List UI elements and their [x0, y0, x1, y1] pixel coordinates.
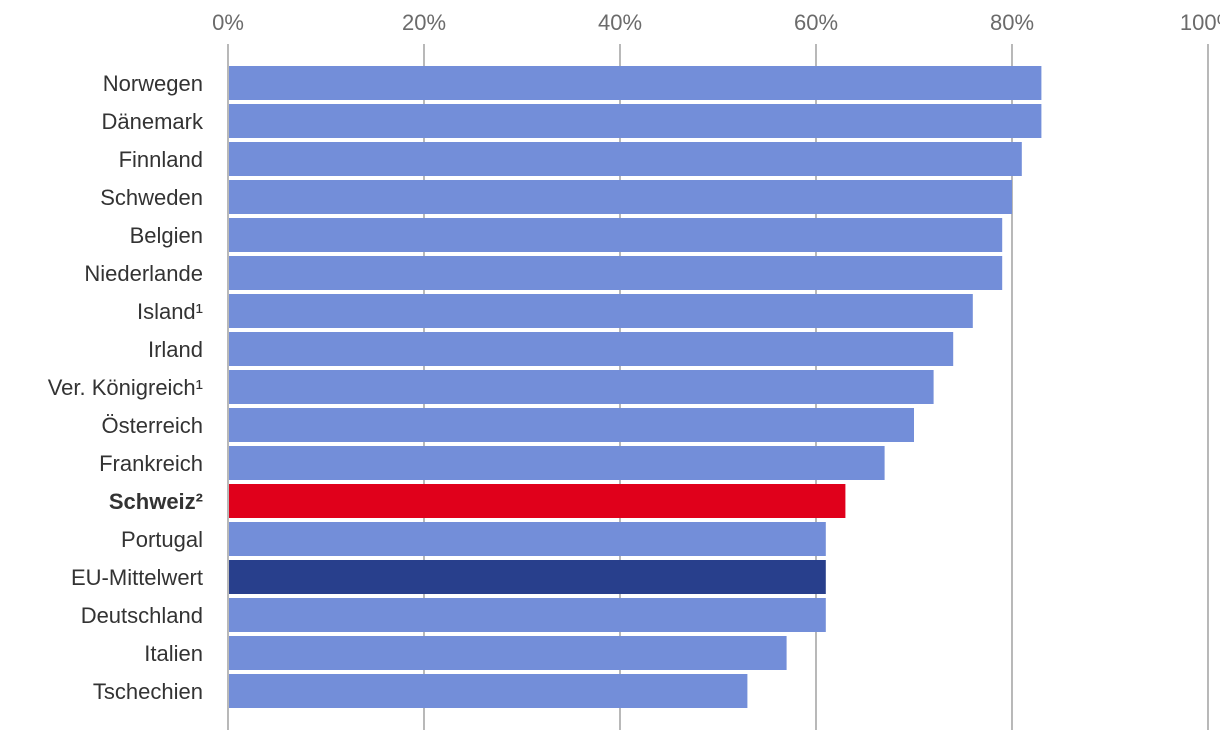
category-label: Finnland	[119, 147, 203, 172]
category-label: Tschechien	[93, 679, 203, 704]
category-label: Schweden	[100, 185, 203, 210]
bar	[229, 636, 787, 670]
bar	[229, 294, 973, 328]
bar	[229, 66, 1042, 100]
bar	[229, 332, 954, 366]
category-label: Portugal	[121, 527, 203, 552]
category-label: Italien	[144, 641, 203, 666]
bar	[229, 598, 826, 632]
bar	[229, 142, 1022, 176]
bar	[229, 484, 846, 518]
bar	[229, 560, 826, 594]
x-tick-label: 60%	[794, 10, 838, 35]
bar	[229, 256, 1003, 290]
category-label: Belgien	[130, 223, 203, 248]
bar	[229, 180, 1012, 214]
x-axis-ticks: 0% 20% 40% 60% 80% 100%	[212, 10, 1220, 35]
x-tick-label: 80%	[990, 10, 1034, 35]
category-label: Frankreich	[99, 451, 203, 476]
category-label: Dänemark	[102, 109, 204, 134]
bar	[229, 408, 914, 442]
bar	[229, 218, 1003, 252]
bar	[229, 104, 1042, 138]
x-tick-label: 40%	[598, 10, 642, 35]
bar	[229, 522, 826, 556]
category-label: EU-Mittelwert	[71, 565, 203, 590]
x-tick-label: 20%	[402, 10, 446, 35]
bar	[229, 674, 748, 708]
bar	[229, 370, 934, 404]
bars	[229, 66, 1042, 708]
bar	[229, 446, 885, 480]
x-tick-label: 0%	[212, 10, 244, 35]
category-label: Österreich	[102, 413, 203, 438]
category-label: Deutschland	[81, 603, 203, 628]
category-label: Schweiz²	[109, 489, 203, 514]
category-label: Norwegen	[103, 71, 203, 96]
category-label: Irland	[148, 337, 203, 362]
category-label: Niederlande	[84, 261, 203, 286]
x-tick-label: 100%	[1180, 10, 1220, 35]
category-labels: Norwegen Dänemark Finnland Schweden Belgien N…	[48, 71, 204, 704]
category-label: Ver. Königreich¹	[48, 375, 203, 400]
category-label: Island¹	[137, 299, 203, 324]
